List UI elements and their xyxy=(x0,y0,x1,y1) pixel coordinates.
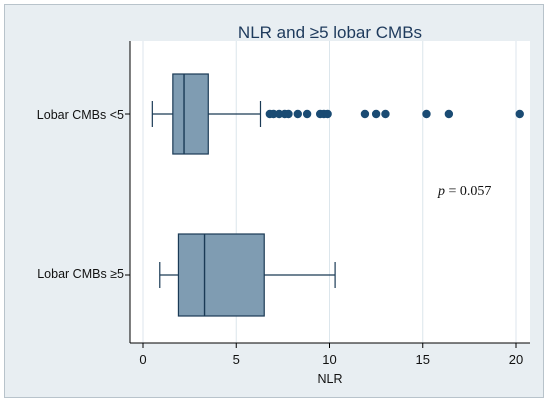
p-value: = 0.057 xyxy=(445,184,491,199)
p-value-annotation: p = 0.057 xyxy=(437,184,491,199)
x-tick-label: 0 xyxy=(139,352,146,367)
chart-title: NLR and ≥5 lobar CMBs xyxy=(238,23,422,42)
outlier-point xyxy=(302,109,312,119)
x-ticks: 0 5 10 15 20 xyxy=(139,343,523,367)
outlier-point xyxy=(284,109,293,119)
outlier-point xyxy=(360,109,370,119)
outlier-point xyxy=(323,109,332,119)
x-tick-label: 15 xyxy=(416,352,430,367)
p-symbol: p xyxy=(437,184,445,199)
x-tick-label: 5 xyxy=(233,352,240,367)
x-tick-label: 10 xyxy=(322,352,336,367)
box-iqr xyxy=(177,233,265,317)
outlier-point xyxy=(422,109,431,119)
box-iqr xyxy=(172,73,209,155)
y-ticks xyxy=(125,113,130,276)
x-axis-label: NLR xyxy=(317,372,342,386)
boxes xyxy=(151,73,524,317)
outlier-point xyxy=(381,109,390,119)
outlier-point xyxy=(293,109,302,119)
category-label-ge5: Lobar CMBs ≥5 xyxy=(37,267,124,281)
outlier-point xyxy=(515,109,524,119)
category-label-lt5: Lobar CMBs <5 xyxy=(37,108,124,122)
outlier-point xyxy=(371,109,381,119)
outlier-point xyxy=(444,109,454,119)
x-tick-label: 20 xyxy=(509,352,523,367)
